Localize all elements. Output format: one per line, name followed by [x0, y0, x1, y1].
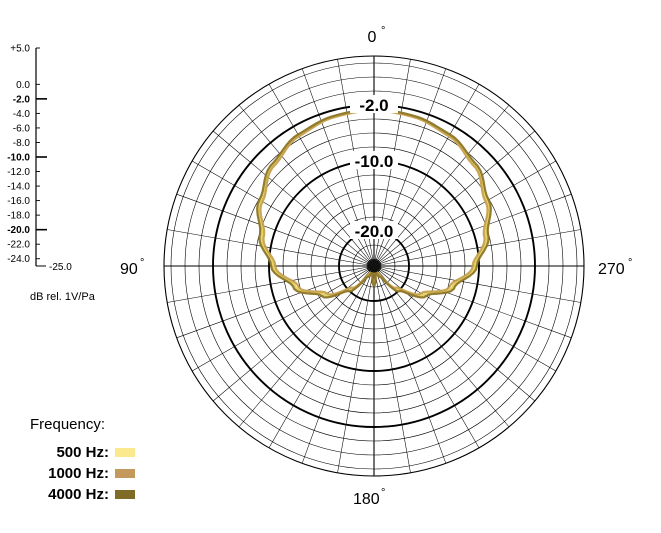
hub-dot: [367, 259, 381, 273]
legend-swatch-1000hz: [115, 469, 135, 478]
scale-tick-label: -18.0: [7, 211, 30, 222]
scale-unit-label: dB rel. 1V/Pa: [30, 291, 96, 303]
legend-label-500hz: 500 Hz:: [56, 444, 109, 461]
ring-label-bg: [350, 221, 398, 239]
minor-ring: [310, 202, 438, 330]
minor-ring: [296, 188, 452, 344]
series-curve-2: [256, 108, 492, 299]
db-scale: +5.0 0.0 -2.0 -4.0 -6.0 -8.0 -10.0 -12.0 -14.0 -1…: [7, 44, 72, 274]
angle-label-0: 0: [368, 29, 377, 46]
degree-mark-90: °: [140, 257, 144, 269]
legend-label-4000hz: 4000 Hz:: [48, 486, 109, 503]
ring-label-bg: [350, 95, 398, 113]
scale-min-label: -25.0: [49, 262, 72, 273]
scale-tick-label: -8.0: [13, 138, 31, 149]
scale-tick-label: -24.0: [7, 254, 30, 265]
scale-tick-label: -2.0: [13, 94, 31, 105]
ring-label: -10.0: [355, 152, 394, 171]
degree-mark-0: °: [381, 25, 385, 37]
series-curve-1: [259, 109, 489, 296]
polar-grid: [163, 55, 585, 477]
minor-ring: [226, 118, 522, 414]
degree-mark-270: °: [628, 257, 632, 269]
degree-mark-180: °: [381, 487, 385, 499]
polar-curves: [256, 108, 492, 299]
legend: Frequency: 500 Hz: 1000 Hz: 4000 Hz:: [30, 416, 135, 503]
scale-tick-label: 0.0: [16, 80, 30, 91]
legend-swatch-4000hz: [115, 490, 135, 499]
ring-labels: -2.0 -10.0 -20.0: [350, 95, 398, 241]
scale-tick-label: -20.0: [7, 225, 30, 236]
angle-label-180: 180: [353, 491, 380, 508]
legend-label-1000hz: 1000 Hz:: [48, 465, 109, 482]
ring-label: -2.0: [359, 96, 388, 115]
minor-ring: [184, 76, 564, 456]
scale-tick-label: +5.0: [10, 44, 30, 55]
minor-ring: [366, 258, 382, 274]
minor-ring: [198, 90, 550, 442]
center-hub: [367, 259, 381, 273]
ring-label-bg: [350, 151, 398, 169]
minor-ring: [324, 216, 424, 316]
scale-tick-label: -22.0: [7, 240, 30, 251]
scale-tick-label: -10.0: [7, 153, 30, 164]
scale-tick-label: -14.0: [7, 182, 30, 193]
ring-label: -20.0: [355, 222, 394, 241]
scale-tick-label: -16.0: [7, 196, 30, 207]
minor-ring: [352, 244, 396, 288]
legend-swatch-500hz: [115, 448, 135, 457]
minor-ring: [170, 62, 578, 470]
legend-title: Frequency:: [30, 416, 105, 433]
minor-ring: [240, 132, 508, 400]
minor-ring: [282, 174, 466, 358]
scale-tick-label: -12.0: [7, 167, 30, 178]
minor-ring: [254, 146, 494, 386]
outer-ring: [163, 55, 585, 477]
scale-tick-label: -6.0: [13, 123, 31, 134]
angle-label-90: 90: [120, 261, 138, 278]
scale-tick-label: -4.0: [13, 109, 31, 120]
angle-label-270: 270: [598, 261, 625, 278]
